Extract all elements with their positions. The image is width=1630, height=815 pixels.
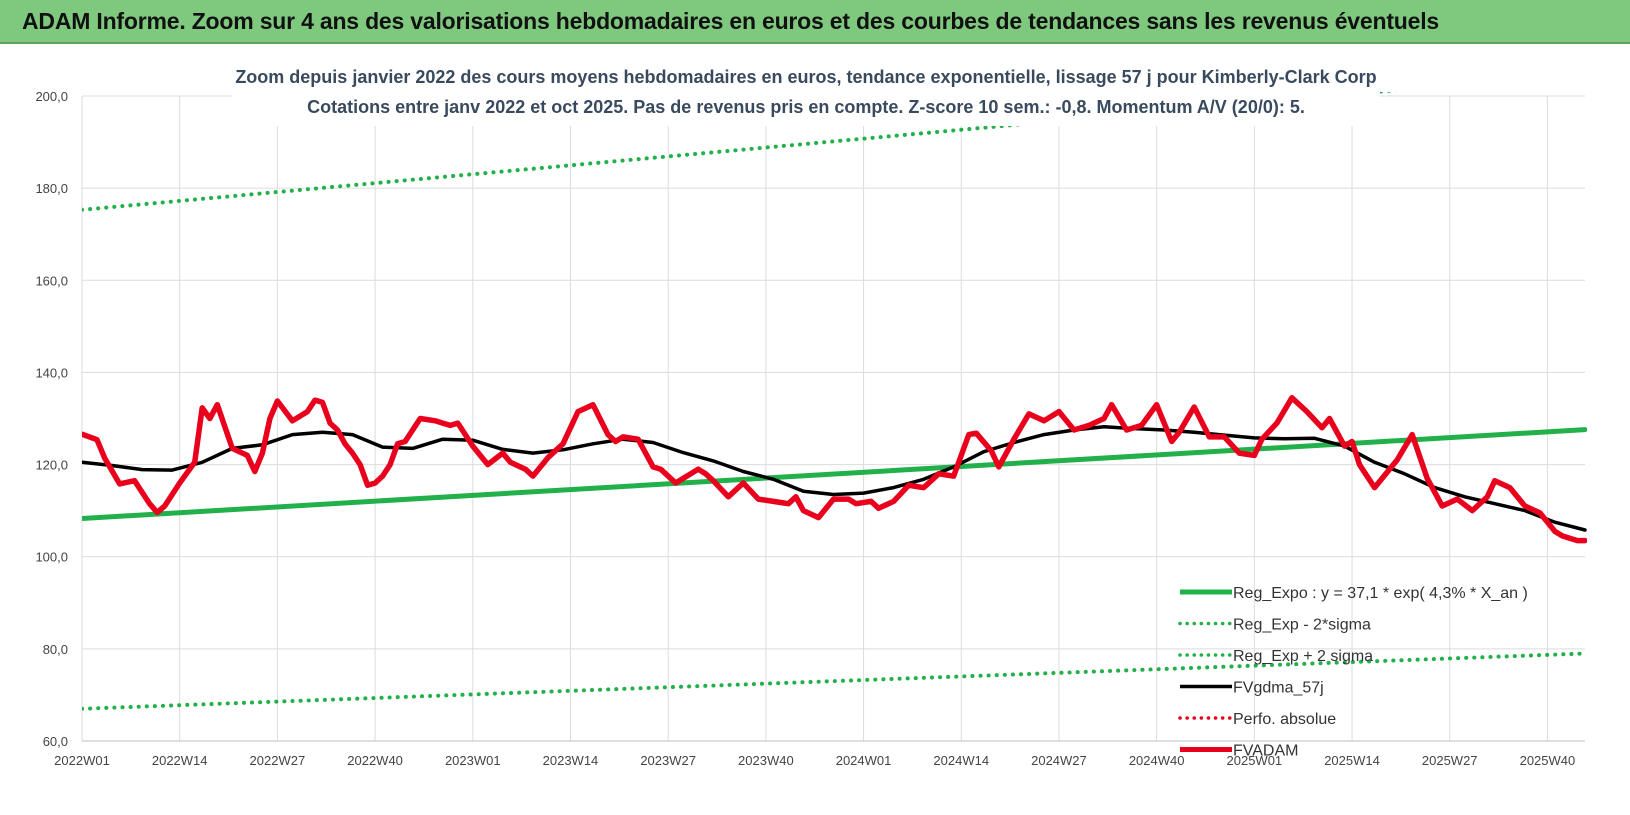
legend-entry: FVADAM bbox=[1233, 743, 1298, 760]
x-axis-ticks: 2022W01 2022W14 2022W27 2022W40 2023W01 2023W… bbox=[54, 753, 1575, 768]
x-tick-label: 2024W01 bbox=[836, 753, 892, 768]
header-bar: ADAM Informe. Zoom sur 4 ans des valoris… bbox=[0, 0, 1630, 44]
series-line-3 bbox=[82, 425, 1587, 532]
x-tick-label: 2022W14 bbox=[152, 753, 208, 768]
legend-entry: Reg_Exp + 2 sigma bbox=[1233, 648, 1373, 665]
x-tick-label: 2022W01 bbox=[54, 753, 110, 768]
x-tick-label: 2025W27 bbox=[1422, 753, 1478, 768]
x-tick-label: 2024W40 bbox=[1129, 753, 1185, 768]
y-tick-label: 120,0 bbox=[35, 458, 68, 473]
x-tick-label: 2022W40 bbox=[347, 753, 403, 768]
x-tick-label: 2023W14 bbox=[543, 753, 599, 768]
legend-entry: FVgdma_57j bbox=[1233, 680, 1324, 697]
x-tick-label: 2024W14 bbox=[933, 753, 989, 768]
chart-title: Zoom depuis janvier 2022 des cours moyen… bbox=[235, 67, 1376, 87]
y-tick-label: 200,0 bbox=[35, 89, 68, 104]
line-chart: 60,0 80,0 100,0 120,0 140,0 160,0 180,0 200,0 2… bbox=[35, 62, 1587, 768]
page-title: ADAM Informe. Zoom sur 4 ans des valoris… bbox=[22, 8, 1440, 34]
x-tick-label: 2025W40 bbox=[1520, 753, 1576, 768]
x-tick-label: 2023W01 bbox=[445, 753, 501, 768]
y-tick-label: 140,0 bbox=[35, 365, 68, 380]
x-tick-label: 2024W27 bbox=[1031, 753, 1087, 768]
chart-title-box: Zoom depuis janvier 2022 des cours moyen… bbox=[232, 62, 1380, 126]
y-tick-label: 60,0 bbox=[43, 734, 68, 749]
chart-area: 60,0 80,0 100,0 120,0 140,0 160,0 180,0 200,0 2… bbox=[0, 44, 1630, 815]
x-tick-label: 2023W40 bbox=[738, 753, 794, 768]
chart-subtitle: Cotations entre janv 2022 et oct 2025. P… bbox=[307, 97, 1305, 117]
x-tick-label: 2025W14 bbox=[1324, 753, 1380, 768]
y-axis-ticks: 60,0 80,0 100,0 120,0 140,0 160,0 180,0 200,0 bbox=[35, 89, 68, 749]
y-tick-label: 100,0 bbox=[35, 550, 68, 565]
series-line-0 bbox=[82, 427, 1587, 521]
y-tick-label: 80,0 bbox=[43, 642, 68, 657]
series-line-5 bbox=[82, 395, 1587, 544]
legend-entry: Reg_Exp - 2*sigma bbox=[1233, 617, 1371, 634]
y-tick-label: 180,0 bbox=[35, 181, 68, 196]
x-tick-label: 2022W27 bbox=[250, 753, 306, 768]
y-tick-label: 160,0 bbox=[35, 273, 68, 288]
legend-entry: Reg_Expo : y = 37,1 * exp( 4,3% * X_an ) bbox=[1233, 585, 1528, 602]
chart-series bbox=[82, 92, 1587, 711]
chart-legend: Reg_Expo : y = 37,1 * exp( 4,3% * X_an )… bbox=[1178, 585, 1528, 760]
x-tick-label: 2025W01 bbox=[1227, 753, 1283, 768]
series-line-2 bbox=[82, 92, 1399, 212]
chart-grid bbox=[81, 95, 1585, 742]
legend-entry: Perfo. absolue bbox=[1233, 711, 1336, 728]
series-line-1 bbox=[82, 651, 1587, 711]
x-tick-label: 2023W27 bbox=[640, 753, 696, 768]
